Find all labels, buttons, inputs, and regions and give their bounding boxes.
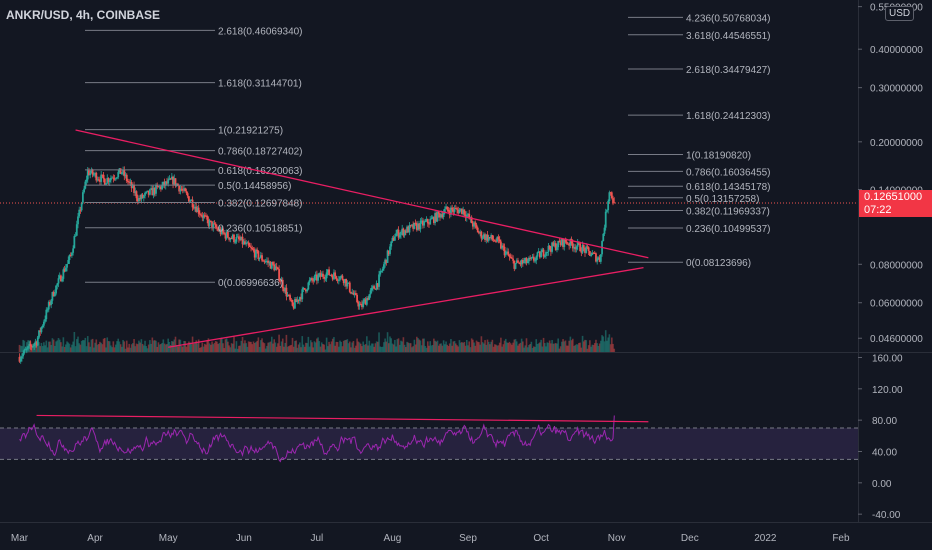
- rsi-tick-label: 160.00: [872, 353, 903, 364]
- rsi-line: [19, 415, 615, 463]
- rsi-tick-label: -40.00: [872, 510, 901, 521]
- rsi-tick-label: 40.00: [872, 447, 897, 458]
- time-tick-label: Mar: [11, 533, 29, 544]
- fib-level-label: 0.786(0.18727402): [218, 147, 303, 158]
- rsi-tick-label: 0.00: [872, 479, 892, 490]
- time-tick-label: May: [159, 533, 178, 544]
- price-countdown: 07:22: [864, 204, 892, 216]
- price-tick-label: 0.08000000: [870, 260, 923, 271]
- fib-level-label: 1.618(0.24412303): [686, 111, 771, 122]
- resistance-trendline: [75, 129, 649, 259]
- price-tick-label: 0.20000000: [870, 138, 923, 149]
- rsi-tick-label: 120.00: [872, 385, 903, 396]
- rsi-trendline: [36, 414, 649, 423]
- price-tick-label: 0.04600000: [870, 334, 923, 345]
- candlestick-series: [18, 166, 616, 364]
- fib-level-label: 4.236(0.50768034): [686, 13, 771, 24]
- symbol-title: ANKR/USD, 4h, COINBASE: [6, 8, 161, 22]
- fib-level-label: 0.236(0.10518851): [218, 224, 303, 235]
- currency-button[interactable]: USD: [885, 6, 915, 21]
- fib-level-label: 0(0.08123696): [686, 258, 751, 269]
- fib-level-label: 1(0.21921275): [218, 126, 283, 137]
- support-trendline: [168, 267, 644, 348]
- time-tick-label: Jun: [236, 533, 252, 544]
- fib-level-label: 0.786(0.16036455): [686, 167, 771, 178]
- time-tick-label: Dec: [681, 533, 699, 544]
- fib-level-label: 0.5(0.13157258): [686, 194, 759, 205]
- time-tick-label: 2022: [754, 533, 777, 544]
- fib-level-label: 0.618(0.14345178): [686, 182, 771, 193]
- time-tick-label: Sep: [459, 533, 477, 544]
- fib-level-label: 0.236(0.10499537): [686, 224, 771, 235]
- fib-level-label: 0.5(0.14458956): [218, 181, 291, 192]
- time-tick-label: Jul: [310, 533, 323, 544]
- rsi-band: [0, 427, 858, 460]
- current-price-badge: 0.12651000 07:22: [859, 190, 932, 217]
- fib-level-label: 3.618(0.44546551): [686, 31, 771, 42]
- volume-series: [18, 330, 616, 352]
- price-tick-label: 0.06000000: [870, 299, 923, 310]
- rsi-tick-label: 80.00: [872, 416, 897, 427]
- price-tick-label: 0.40000000: [870, 45, 923, 56]
- fib-level-label: 2.618(0.46069340): [218, 26, 303, 37]
- fib-level-label: 1.618(0.31144701): [218, 79, 302, 90]
- time-tick-label: Feb: [832, 533, 850, 544]
- time-tick-label: Nov: [608, 533, 626, 544]
- fib-level-label: 0.382(0.11969337): [686, 206, 770, 217]
- price-tick-label: 0.30000000: [870, 84, 923, 95]
- fib-level-label: 2.618(0.34479427): [686, 65, 771, 76]
- time-tick-label: Apr: [87, 533, 103, 544]
- fib-level-label: 0.382(0.12697848): [218, 199, 303, 210]
- fib-level-label: 0(0.06996636): [218, 278, 283, 289]
- current-price-value: 0.12651000: [864, 191, 923, 203]
- time-tick-label: Aug: [384, 533, 402, 544]
- fib-level-label: 1(0.18190820): [686, 151, 751, 162]
- fib-extension-right: 4.236(0.50768034) 3.618(0.44546551) 2.618(…: [628, 13, 771, 269]
- time-tick-label: Oct: [533, 533, 549, 544]
